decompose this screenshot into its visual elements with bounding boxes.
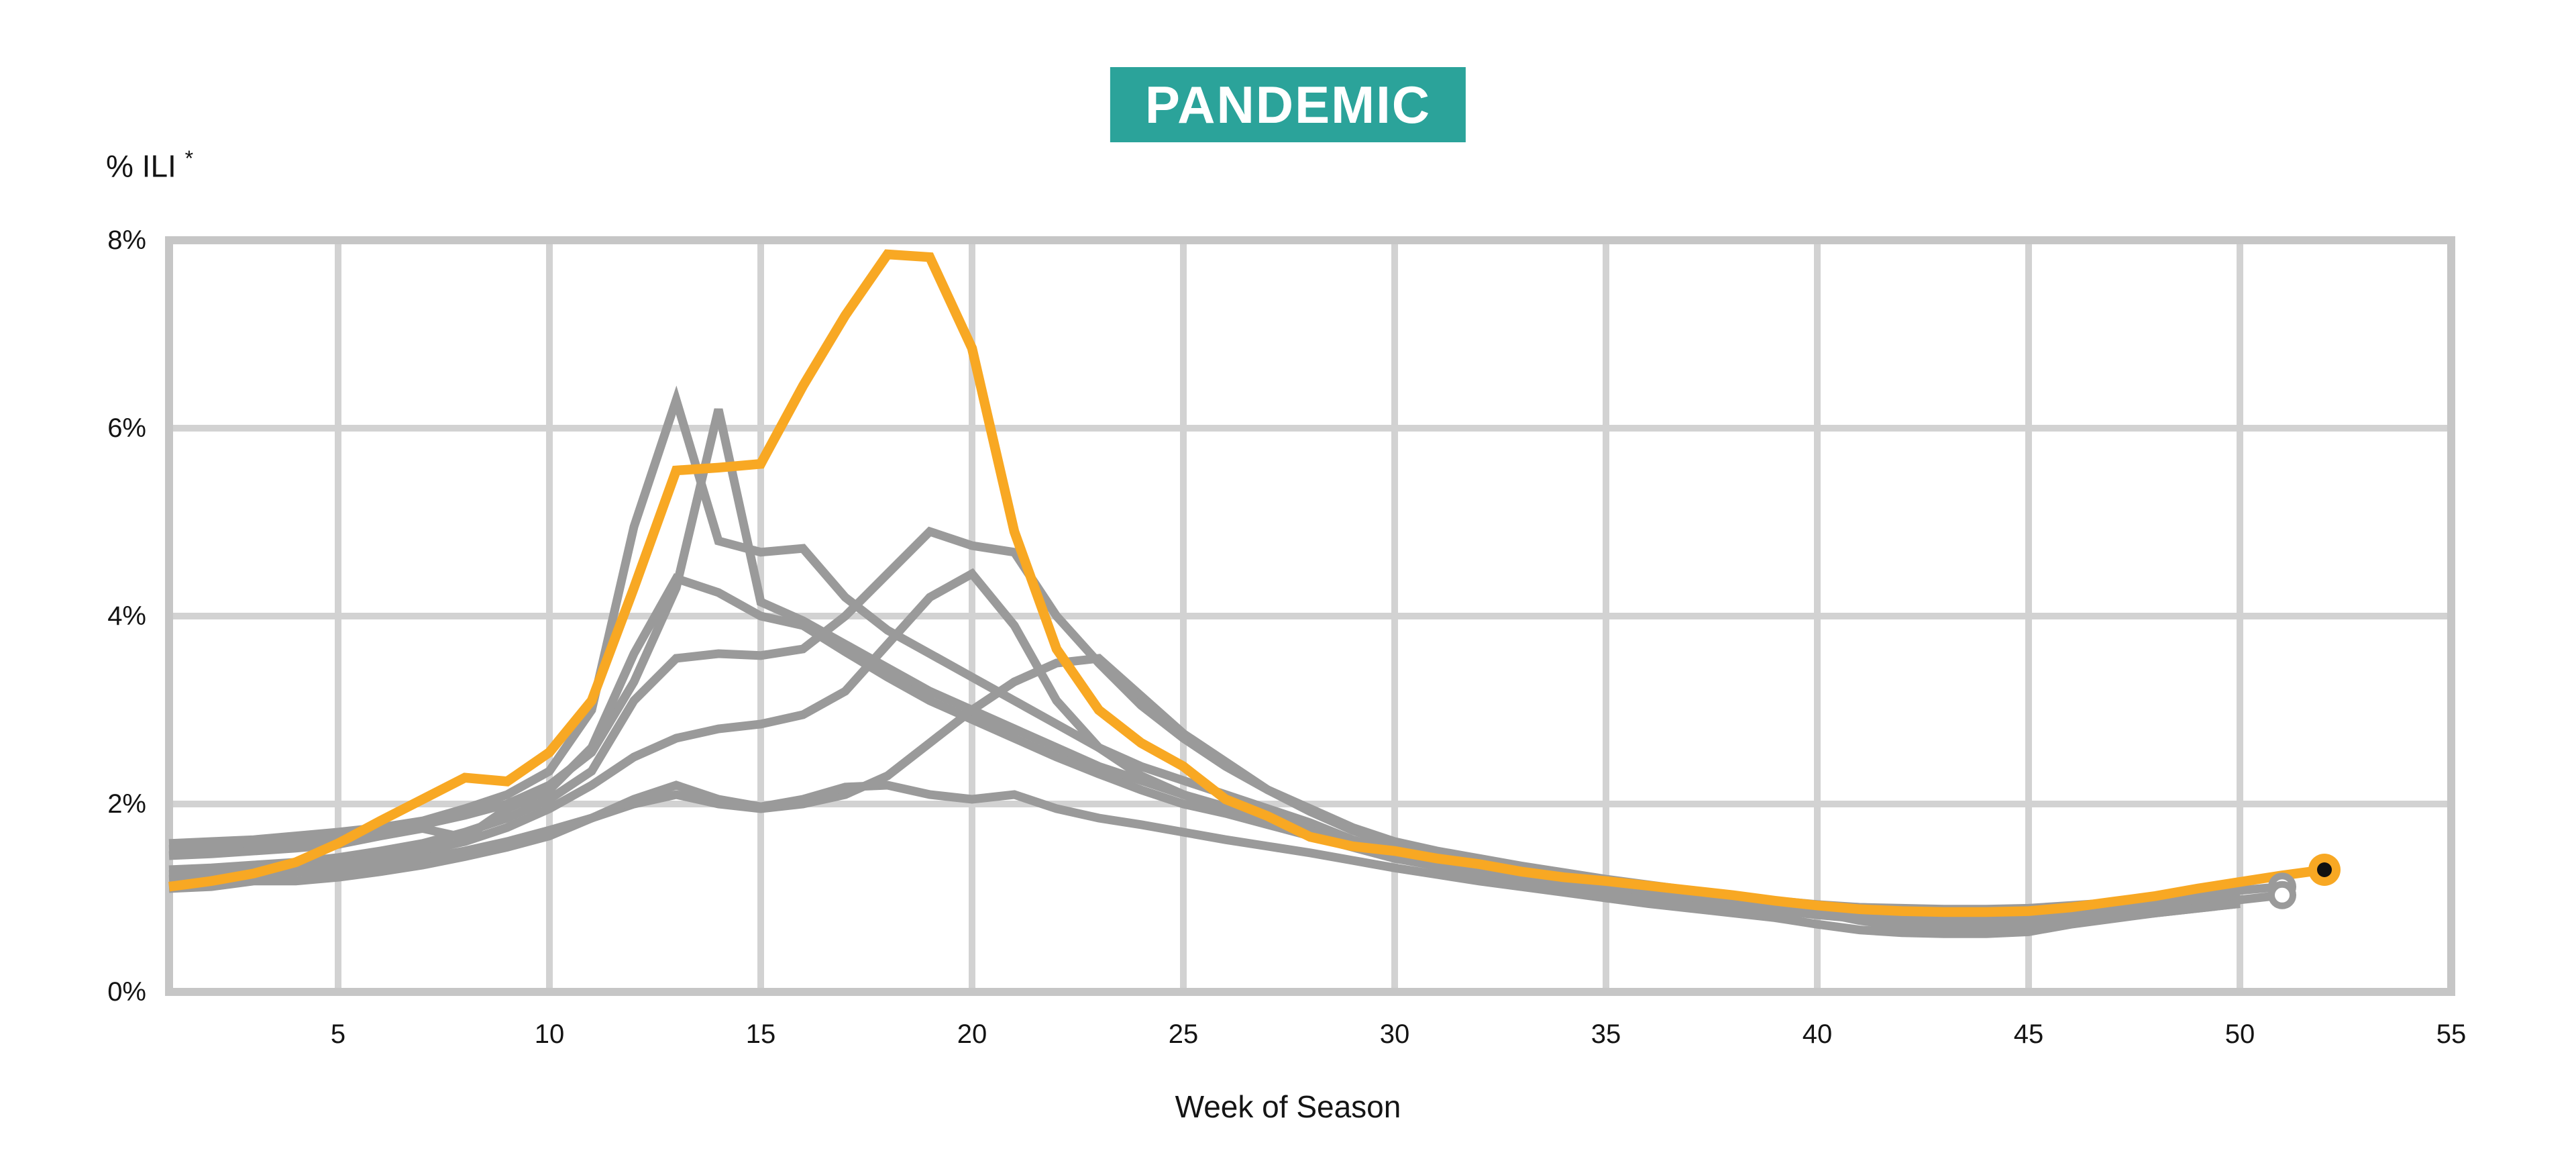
end-marker-core-pandemic-season [2317, 862, 2332, 877]
axis-tick-labels: 0% 2% 4% 6% 8% 5 10 15 20 25 30 35 40 45 50 55 [107, 225, 2466, 1049]
x-tick-label-week-50: 50 [2225, 1019, 2255, 1049]
x-tick-label-week-55: 55 [2436, 1019, 2467, 1049]
x-tick-label-week-40: 40 [1803, 1019, 1833, 1049]
series-line-past-season-7 [168, 781, 2241, 938]
x-axis-title: Week of Season [1175, 1089, 1401, 1124]
y-tick-label-0pct: 0% [107, 977, 146, 1007]
plot-frame [165, 236, 2455, 996]
series-end-markers [2268, 854, 2341, 909]
y-tick-label-4pct: 4% [107, 601, 146, 631]
x-tick-label-week-5: 5 [331, 1019, 345, 1049]
gridlines [169, 237, 2455, 995]
y-tick-label-8pct: 8% [107, 225, 146, 255]
pandemic-title-badge: PANDEMIC [1110, 67, 1466, 142]
x-tick-label-week-20: 20 [957, 1019, 987, 1049]
x-tick-label-week-30: 30 [1380, 1019, 1410, 1049]
end-marker-open-circle-past-season-5 [2268, 881, 2296, 909]
y-axis-title: % ILI * [106, 146, 193, 184]
x-tick-label-week-35: 35 [1591, 1019, 1621, 1049]
series-line-pandemic-season [168, 249, 2325, 917]
y-axis-title-text: % ILI [106, 148, 176, 184]
series-line-past-season-5 [168, 568, 2283, 926]
series-lines [168, 249, 2325, 938]
x-tick-label-week-45: 45 [2014, 1019, 2044, 1049]
x-tick-label-week-10: 10 [535, 1019, 565, 1049]
y-axis-title-footnote-asterisk: * [184, 146, 194, 170]
series-line-past-season-6 [168, 654, 2241, 934]
x-tick-label-week-15: 15 [746, 1019, 776, 1049]
y-tick-label-2pct: 2% [107, 789, 146, 819]
y-tick-label-6pct: 6% [107, 413, 146, 443]
x-tick-label-week-25: 25 [1169, 1019, 1199, 1049]
